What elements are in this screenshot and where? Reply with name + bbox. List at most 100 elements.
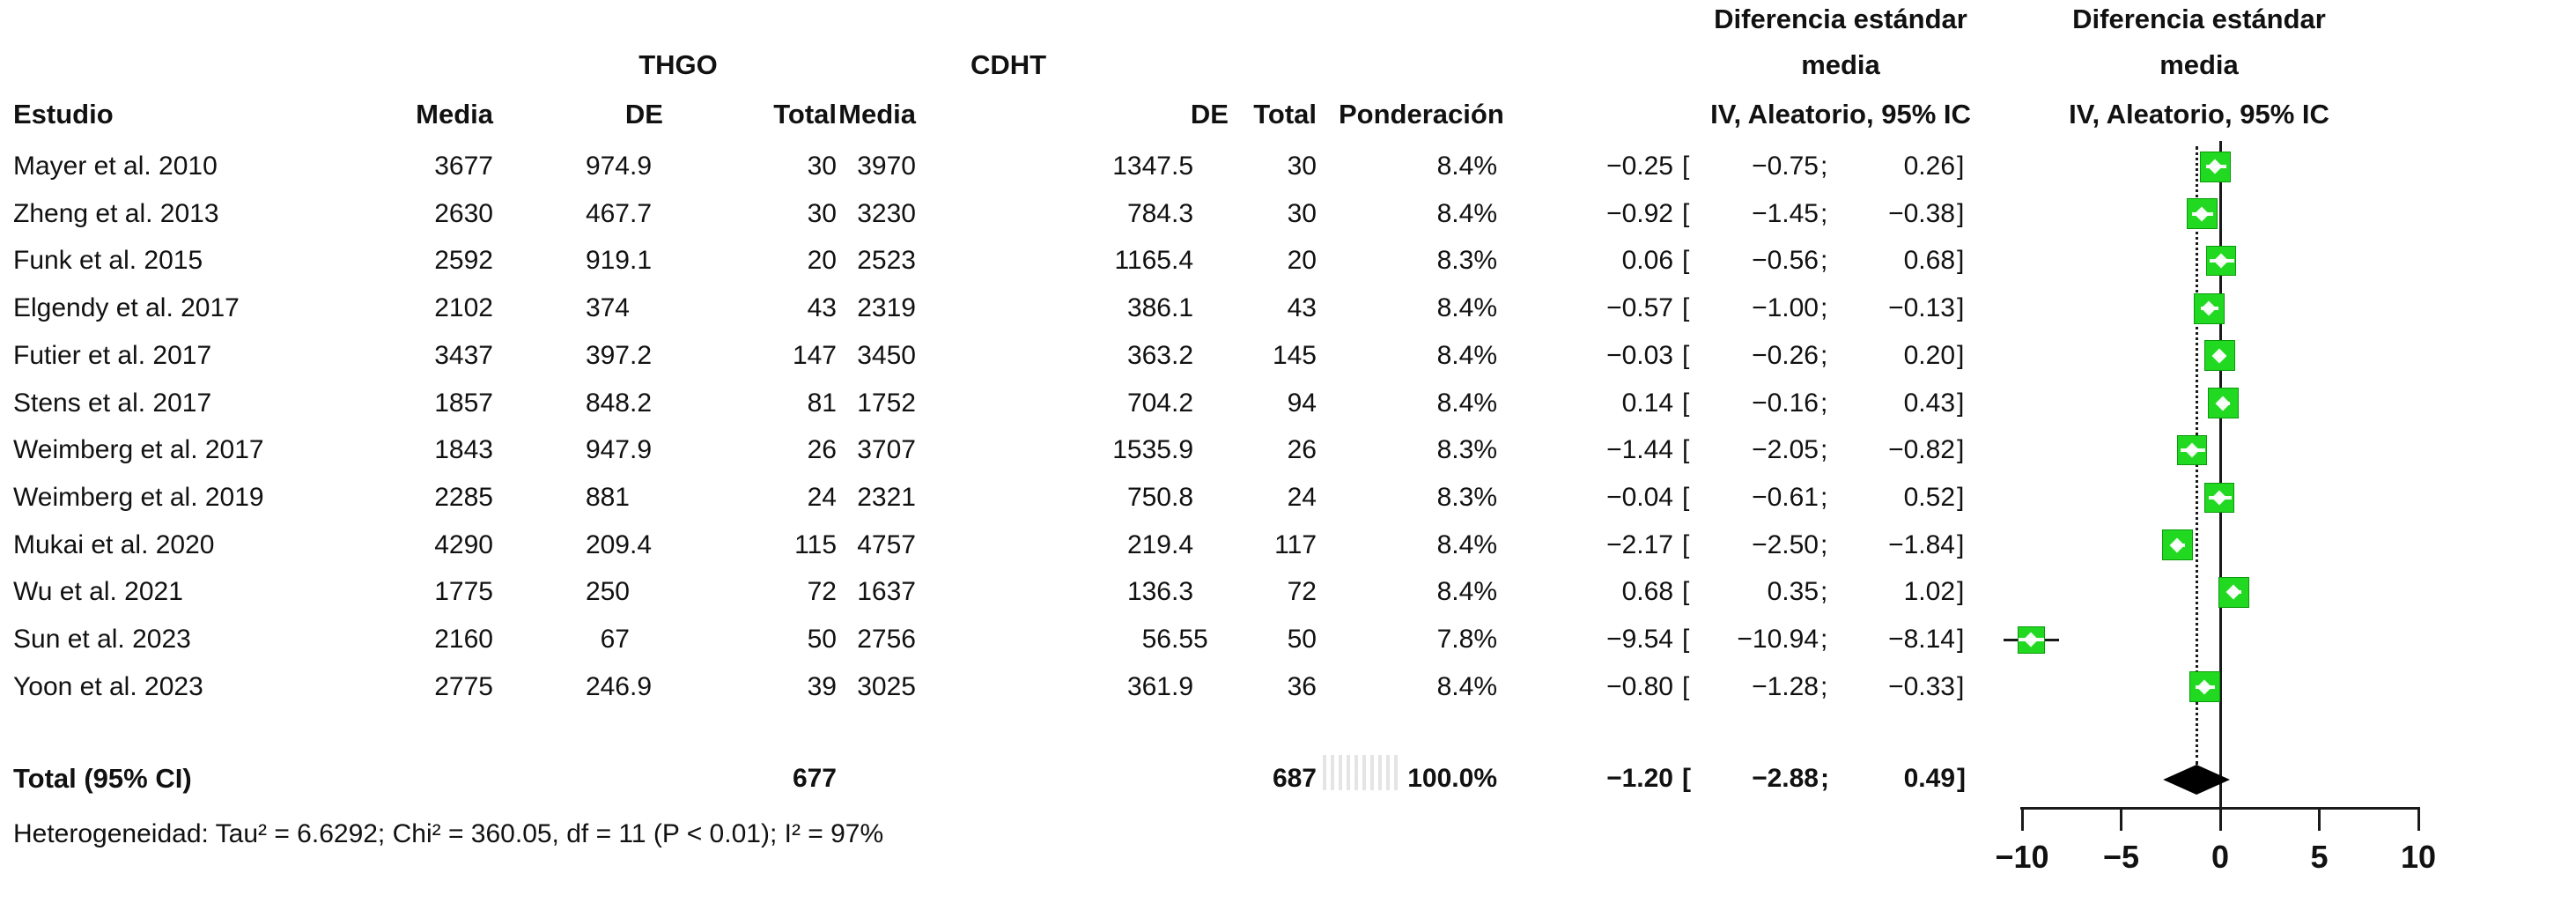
- sd-cdht-int: 1347: [1112, 152, 1171, 181]
- effect-bracket-close: ]: [1957, 530, 1965, 559]
- effect-square: [2206, 246, 2237, 277]
- plot-column-header-line2: media: [2159, 49, 2239, 80]
- mean-thgo: 4290: [434, 530, 493, 559]
- sd-thgo-int: 209: [585, 530, 630, 559]
- effect-bracket-open: [: [1682, 199, 1690, 228]
- effect-bracket-close: ]: [1957, 483, 1965, 512]
- effect-bracket-close: ]: [1957, 577, 1965, 606]
- n-cdht: 36: [1287, 672, 1317, 701]
- n-cdht: 145: [1272, 341, 1317, 370]
- inner-point-diamond: [2023, 632, 2039, 648]
- effect-semicolon: ;: [1820, 577, 1828, 606]
- effect-bracket-close: ]: [1957, 246, 1965, 275]
- mean-cdht: 2523: [857, 246, 916, 275]
- effect-ci-high: −0.33: [1888, 672, 1955, 701]
- x-axis-tick: [2417, 807, 2420, 831]
- effect-square: [2207, 388, 2239, 418]
- n-thgo: 72: [807, 577, 837, 606]
- effect-bracket-open: [: [1682, 246, 1690, 275]
- effect-ci-high: −0.38: [1888, 199, 1955, 228]
- weight: 8.4%: [1436, 530, 1497, 559]
- total-n-cdht: 687: [1272, 764, 1317, 793]
- n-cdht: 43: [1287, 293, 1317, 322]
- effect-ci-high: −0.13: [1888, 293, 1955, 322]
- mean-cdht: 2319: [857, 293, 916, 322]
- study-name: Sun et al. 2023: [13, 625, 191, 654]
- sd-cdht-dec: .9: [1171, 672, 1194, 701]
- sd-cdht-int: 784: [1126, 199, 1171, 228]
- effect-bracket-close: ]: [1957, 389, 1965, 418]
- mean-thgo: 2285: [434, 483, 493, 512]
- n-cdht: 20: [1287, 246, 1317, 275]
- effect-square: [2204, 482, 2235, 513]
- sd-cdht-dec: .5: [1171, 152, 1194, 181]
- effect-estimate: −0.03: [1606, 341, 1673, 370]
- effect-column-header-line1: Diferencia estándar: [1714, 4, 1967, 34]
- mean-thgo: 1857: [434, 389, 493, 418]
- column-header-mean-cdht: Media: [838, 99, 916, 130]
- effect-bracket-open: [: [1682, 530, 1690, 559]
- n-thgo: 30: [807, 199, 837, 228]
- effect-estimate: −0.80: [1606, 672, 1673, 701]
- effect-semicolon: ;: [1820, 625, 1828, 654]
- weight: 8.4%: [1436, 341, 1497, 370]
- n-thgo: 43: [807, 293, 837, 322]
- n-cdht: 30: [1287, 199, 1317, 228]
- effect-bracket-close: ]: [1957, 672, 1965, 701]
- total-row-label: Total (95% CI): [13, 763, 192, 794]
- inner-point-diamond: [2213, 253, 2229, 269]
- sd-cdht-dec: .3: [1171, 577, 1194, 606]
- effect-bracket-close: ]: [1957, 764, 1966, 793]
- effect-estimate: 0.68: [1621, 577, 1673, 606]
- study-name: Mayer et al. 2010: [13, 152, 218, 181]
- effect-bracket-open: [: [1682, 625, 1690, 654]
- effect-estimate: −1.20: [1606, 764, 1673, 793]
- watermark-artifact: [1323, 755, 1400, 790]
- effect-estimate: −0.25: [1606, 152, 1673, 181]
- sd-thgo-dec: .2: [630, 389, 653, 418]
- effect-bracket-open: [: [1682, 764, 1691, 793]
- effect-ci-high: 0.43: [1903, 389, 1955, 418]
- mean-cdht: 1752: [857, 389, 916, 418]
- effect-semicolon: ;: [1820, 764, 1829, 793]
- inner-point-diamond: [2211, 490, 2227, 506]
- effect-estimate: −0.92: [1606, 199, 1673, 228]
- effect-semicolon: ;: [1820, 341, 1828, 370]
- sd-cdht-int: 1165: [1114, 246, 1171, 275]
- column-header-sd-cdht: DE: [1190, 99, 1229, 130]
- effect-bracket-open: [: [1682, 672, 1690, 701]
- sd-thgo-int: 919: [585, 246, 630, 275]
- sd-thgo-int: 848: [585, 389, 630, 418]
- effect-semicolon: ;: [1820, 389, 1828, 418]
- effect-bracket-close: ]: [1957, 152, 1965, 181]
- effect-estimate: −1.44: [1606, 435, 1673, 464]
- sd-cdht-int: 750: [1126, 483, 1171, 512]
- x-axis-tick-label: 0: [2211, 839, 2230, 875]
- sd-cdht-int: 704: [1126, 389, 1171, 418]
- sd-cdht-dec: .55: [1171, 625, 1208, 654]
- effect-column-header-line3: IV, Aleatorio, 95% IC: [1710, 99, 1971, 130]
- n-thgo: 81: [807, 389, 837, 418]
- mean-cdht: 3970: [857, 152, 916, 181]
- effect-bracket-open: [: [1682, 483, 1690, 512]
- effect-bracket-open: [: [1682, 435, 1690, 464]
- n-thgo: 24: [807, 483, 837, 512]
- plot-column-header-line1: Diferencia estándar: [2072, 4, 2326, 34]
- effect-ci-high: 0.52: [1903, 483, 1955, 512]
- sd-cdht-dec: .2: [1171, 341, 1194, 370]
- n-cdht: 72: [1287, 577, 1317, 606]
- effect-ci-low: −0.56: [1752, 246, 1819, 275]
- effect-square: [2186, 198, 2218, 230]
- sd-cdht-dec: .9: [1171, 435, 1194, 464]
- sd-cdht-dec: .2: [1171, 389, 1194, 418]
- study-name: Wu et al. 2021: [13, 577, 183, 606]
- effect-estimate: −0.04: [1606, 483, 1673, 512]
- inner-point-diamond: [2225, 584, 2241, 600]
- mean-cdht: 3025: [857, 672, 916, 701]
- effect-square: [2199, 151, 2231, 182]
- effect-ci-low: −1.00: [1752, 293, 1819, 322]
- weight: 8.4%: [1436, 152, 1497, 181]
- study-name: Stens et al. 2017: [13, 389, 212, 418]
- effect-bracket-open: [: [1682, 577, 1690, 606]
- inner-point-diamond: [2211, 348, 2227, 364]
